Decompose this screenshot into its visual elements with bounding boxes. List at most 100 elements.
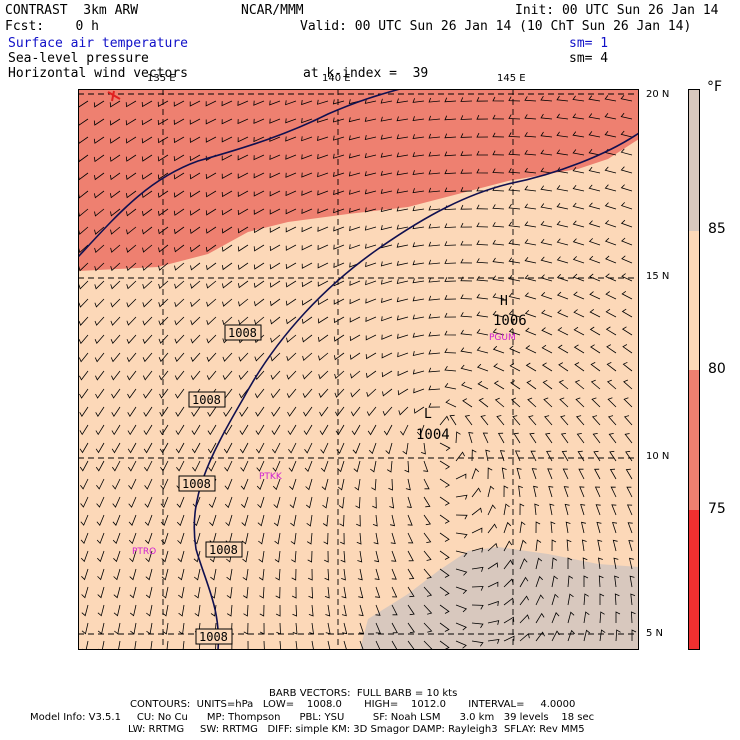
wind-barb: [129, 604, 137, 617]
wind-barb: [527, 397, 537, 408]
wind-barb: [468, 432, 474, 444]
wind-barb: [612, 522, 618, 534]
wind-barb: [270, 298, 281, 307]
wind-barb: [162, 640, 169, 650]
high-pressure-symbol: H: [500, 294, 508, 309]
wind-barb: [190, 316, 201, 326]
wind-barb: [126, 190, 137, 199]
wind-barb: [396, 242, 409, 248]
wind-barb: [575, 415, 585, 426]
wind-barb: [439, 622, 450, 632]
wind-barb: [205, 118, 217, 125]
legend-band-below-75: [689, 510, 699, 649]
wind-barb: [476, 311, 489, 318]
wind-barb: [285, 136, 297, 142]
wind-barb: [189, 172, 201, 180]
wind-barb: [381, 370, 393, 378]
wind-barb: [253, 280, 265, 288]
wind-barb: [508, 310, 521, 318]
wind-barb: [471, 527, 483, 534]
wind-barb: [255, 424, 265, 436]
wind-barb: [572, 149, 585, 156]
wind-barb: [158, 262, 169, 271]
wind-barb: [161, 532, 169, 545]
wind-barb: [508, 168, 521, 174]
wind-barb: [291, 568, 297, 581]
wind-barb: [206, 352, 217, 362]
wind-barb: [413, 388, 425, 394]
wind-barb: [78, 316, 89, 326]
wind-barb: [242, 586, 249, 599]
wind-barb: [428, 205, 441, 211]
wind-barb: [317, 208, 329, 214]
wind-barb: [239, 442, 249, 454]
wind-barb: [339, 514, 345, 527]
wind-barb: [110, 280, 121, 290]
wind-barb: [439, 532, 450, 542]
wind-barb: [580, 521, 586, 534]
wind-barb: [573, 291, 585, 300]
wind-barb: [535, 594, 544, 606]
wind-barb: [606, 379, 617, 390]
wind-barb: [317, 99, 329, 105]
wind-barb: [253, 118, 265, 124]
wind-barb: [381, 334, 393, 340]
wind-barb: [162, 604, 169, 617]
wind-barb: [157, 190, 169, 198]
wind-barb: [492, 114, 505, 120]
wind-barb: [285, 298, 297, 306]
wind-barb: [388, 478, 393, 491]
wind-barb: [574, 362, 585, 372]
wind-barb: [285, 226, 297, 233]
wind-barb: [573, 309, 585, 318]
wind-barb: [508, 275, 521, 282]
wind-barb: [319, 406, 329, 417]
wind-barb: [471, 566, 484, 572]
wind-barb: [509, 345, 521, 354]
wind-barb: [381, 297, 393, 303]
wind-barb: [302, 370, 313, 380]
wind-barb: [79, 424, 89, 436]
wind-barb: [173, 208, 185, 216]
wind-barb: [323, 532, 329, 545]
wind-barb: [365, 280, 377, 286]
wind-barb: [485, 449, 491, 462]
wind-barb: [114, 622, 121, 635]
wind-barb: [524, 292, 537, 300]
wind-barb: [407, 568, 415, 580]
physics-info: LW: RRTMG SW: RRTMG DIFF: simple KM: 3D …: [128, 724, 585, 735]
wind-barb: [524, 167, 537, 174]
wind-barb: [129, 586, 137, 599]
wind-barb: [444, 348, 457, 354]
wind-barb: [343, 640, 348, 650]
wind-barb: [158, 370, 169, 381]
wind-barb: [599, 629, 606, 642]
wind-barb: [141, 136, 153, 144]
wind-barb: [541, 327, 553, 336]
wind-barb: [285, 154, 297, 160]
wind-barb: [615, 629, 621, 642]
wind-barb: [243, 604, 249, 617]
wind-barb: [317, 154, 329, 160]
wind-barb: [471, 487, 481, 498]
wind-barb: [146, 640, 153, 650]
wind-barb: [141, 172, 153, 180]
wind-barb: [531, 468, 537, 480]
wind-barb: [487, 485, 495, 498]
wind-barb: [567, 593, 574, 606]
wind-barb: [98, 640, 105, 650]
wind-barb: [548, 486, 554, 498]
wind-barb: [404, 460, 410, 473]
wind-barb: [322, 496, 329, 509]
wind-barb: [301, 298, 313, 306]
wind-barb: [609, 468, 617, 480]
wind-barb: [493, 380, 505, 390]
wind-barb: [439, 460, 451, 470]
wind-barb: [333, 298, 345, 305]
wind-barb: [390, 532, 396, 544]
wind-barb: [476, 293, 489, 300]
wind-barb: [540, 131, 553, 138]
wind-barb: [460, 347, 473, 354]
wind-barb: [78, 280, 89, 290]
forecast-hour: Fcst: 0 h: [5, 19, 99, 34]
